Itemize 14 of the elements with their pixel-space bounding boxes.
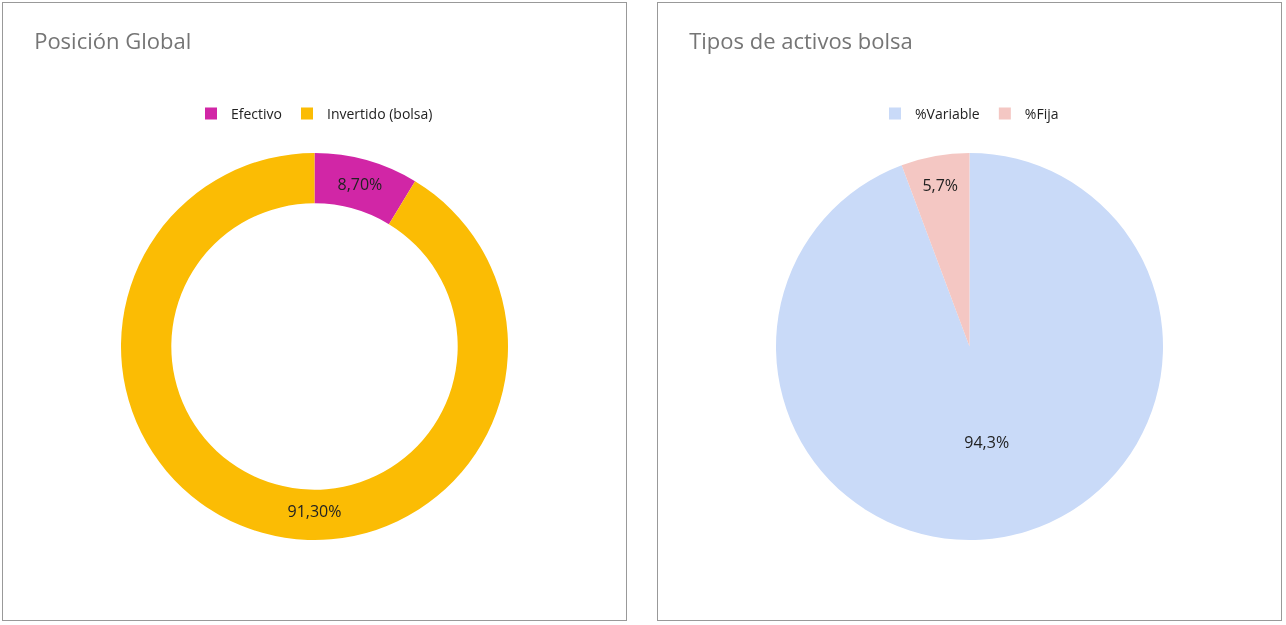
legend-label: %Variable	[915, 103, 980, 123]
data-label: 8,70%	[337, 173, 383, 196]
chart-title: Posición Global	[34, 25, 192, 56]
pie-slice	[776, 153, 1163, 540]
donut-slice	[314, 153, 416, 225]
data-label: 5,7%	[922, 173, 959, 196]
legend-label: Efectivo	[231, 103, 282, 123]
data-label: 91,30%	[287, 500, 342, 523]
legend-label: %Fija	[1024, 103, 1059, 123]
donut-slice	[121, 153, 508, 540]
data-label: 94,3%	[964, 430, 1010, 453]
pie-slice	[901, 153, 970, 347]
legend-label: Invertido (bolsa)	[327, 103, 433, 123]
chart-title: Tipos de activos bolsa	[689, 25, 913, 56]
